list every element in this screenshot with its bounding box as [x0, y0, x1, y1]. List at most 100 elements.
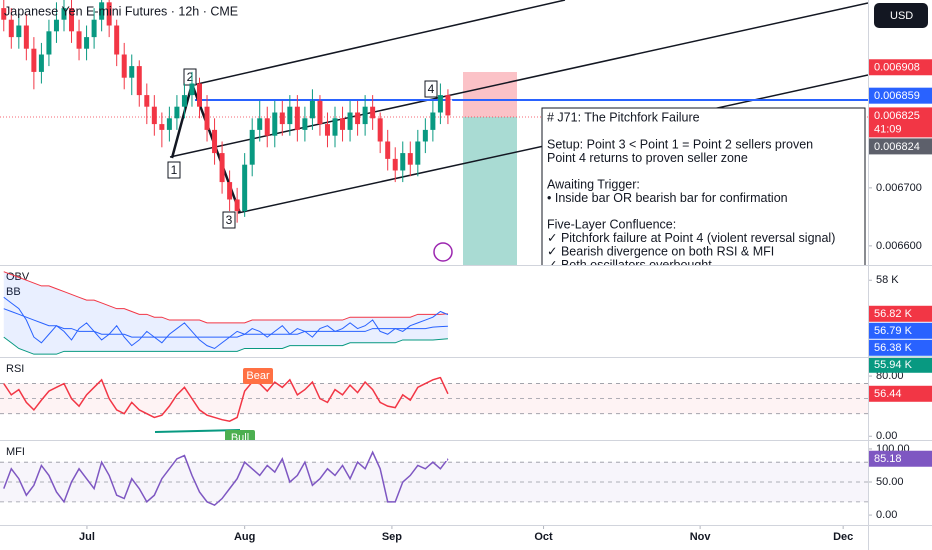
price-badge: [869, 305, 932, 322]
point-label: 4: [428, 82, 435, 96]
x-tick-label: Aug: [234, 531, 255, 543]
series-line: [3, 271, 448, 324]
annotation-box: [541, 107, 866, 265]
series-line: [3, 450, 449, 507]
y-tick-label: 50.00: [876, 476, 904, 488]
candle-body: [272, 112, 278, 136]
price-badge-label: 0.006825: [874, 110, 920, 122]
price-badge-label: 56.79 K: [874, 325, 913, 337]
candle-body: [91, 19, 97, 38]
candle-body: [99, 2, 105, 20]
candle-body: [430, 112, 436, 130]
candle-body: [257, 118, 263, 130]
candle-body: [227, 182, 233, 200]
candle-body: [189, 83, 195, 96]
price-badge: [869, 385, 932, 402]
candle-body: [204, 106, 210, 130]
candle-body: [76, 31, 82, 49]
pane: Bear Bull: [154, 368, 454, 444]
series-line: [3, 376, 449, 422]
annotation-line: Setup: Point 3 < Point 1 = Point 2 selle…: [547, 137, 813, 151]
price-badge-label: 0.006824: [874, 141, 920, 153]
pane: [3, 376, 449, 422]
candle-body: [242, 164, 248, 212]
annotation-line: Five-Layer Confluence:: [547, 217, 676, 231]
pane: [3, 271, 449, 355]
price-badge: [869, 138, 932, 155]
pane: [0, 383, 868, 415]
pane-label: RSI: [6, 363, 24, 375]
point-label: 3: [226, 213, 233, 227]
price-badge-label: 56.38 K: [874, 342, 913, 354]
drawing-line: [169, 2, 868, 158]
candle-body: [212, 129, 218, 154]
currency-label[interactable]: USD: [890, 10, 913, 22]
pane: [1, 0, 451, 223]
y-tick-label: 80.00: [876, 370, 904, 382]
candle-body: [317, 100, 323, 125]
candle-body: [1, 8, 7, 20]
annotation-title: # J71: The Pitchfork Failure: [547, 110, 700, 124]
candle-body: [347, 112, 353, 130]
series-line: [3, 296, 449, 350]
candle-body: [174, 106, 180, 119]
candle-body: [136, 66, 142, 96]
band-fill: [3, 271, 448, 355]
candle-body: [46, 31, 52, 55]
candle-body: [8, 19, 14, 38]
price-badge: [869, 450, 932, 467]
price-badge: [869, 356, 932, 373]
y-tick-label: 0.00: [876, 430, 897, 442]
annotation-line: ✓ Bearish divergence on both RSI & MFI: [547, 244, 774, 258]
candle-body: [129, 66, 135, 78]
candle-body: [437, 95, 443, 113]
signal-label: Bull: [231, 432, 249, 444]
candle-body: [61, 8, 67, 20]
candle-body: [31, 48, 37, 72]
drawing-line: [192, 0, 566, 86]
annotation-line: ✓ Pitchfork failure at Point 4 (violent …: [547, 231, 835, 245]
point-box: [222, 211, 236, 229]
x-tick-label: Jul: [79, 531, 95, 543]
candle-body: [121, 54, 127, 78]
candle-body: [309, 100, 315, 119]
y-tick-label: 58 K: [876, 274, 899, 286]
candle-body: [144, 95, 150, 107]
candle-body: [166, 118, 172, 130]
candle-body: [23, 25, 29, 49]
signal-box: [243, 368, 273, 384]
candle-body: [114, 25, 120, 55]
candle-body: [385, 141, 391, 159]
currency-button[interactable]: [874, 3, 928, 28]
point-label: 2: [187, 70, 194, 84]
candle-body: [264, 118, 270, 136]
annotation-line: Awaiting Trigger:: [547, 177, 640, 191]
candle-body: [332, 118, 338, 136]
candle-body: [415, 141, 421, 165]
signal-label: Bear: [246, 370, 270, 382]
candle-body: [362, 106, 368, 125]
signal-box: [225, 430, 255, 440]
x-tick-label: Sep: [382, 531, 402, 543]
candle-body: [294, 106, 300, 130]
divergence-line: [429, 372, 454, 380]
candle-body: [422, 129, 428, 142]
point-box: [424, 80, 438, 98]
pane: [3, 450, 449, 507]
replay-icon: [433, 242, 453, 262]
point-label: 1: [171, 163, 178, 177]
price-badge-label: 56.82 K: [874, 308, 913, 320]
price-badge: [869, 59, 932, 76]
bar-countdown: 41:09: [874, 123, 902, 135]
candle-body: [340, 118, 346, 130]
price-badge: [869, 107, 932, 138]
chart-title: Japanese Yen E-mini Futures · 12h · CME: [4, 4, 238, 18]
pane: 1 2 3 4 # J71: The Pitchfork Failure Setup: P…: [0, 0, 868, 265]
price-badge-label: 0.006859: [874, 90, 920, 102]
candle-body: [234, 199, 240, 212]
point-box: [167, 161, 181, 179]
series-line: [3, 336, 448, 355]
price-badge: [869, 339, 932, 356]
